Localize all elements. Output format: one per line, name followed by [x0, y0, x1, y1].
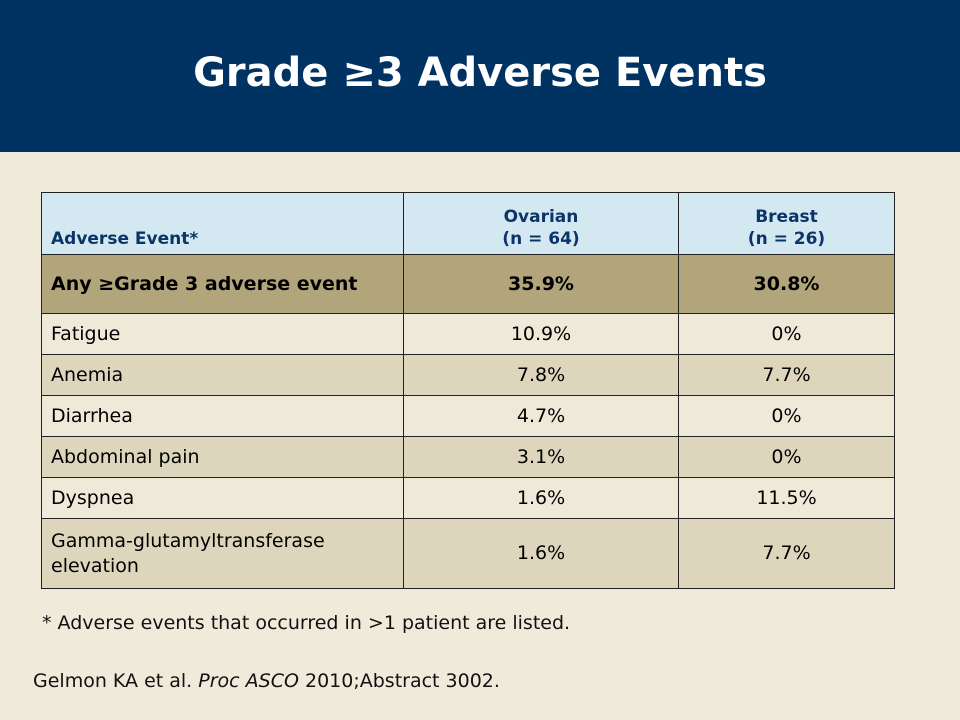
summary-ovarian: 35.9% [403, 254, 679, 314]
row-event: Anemia [41, 354, 404, 396]
table-row: Dyspnea 1.6% 11.5% [41, 477, 895, 519]
table-row: Gamma-glutamyltransferase elevation 1.6%… [41, 518, 895, 589]
header-ovarian-n: (n = 64) [502, 229, 580, 249]
table-row: Fatigue 10.9% 0% [41, 313, 895, 355]
row-event: Diarrhea [41, 395, 404, 437]
header-breast-label: Breast [755, 207, 818, 227]
citation-details: 2010;Abstract 3002. [304, 670, 500, 692]
row-breast: 7.7% [678, 354, 895, 396]
row-ovarian: 3.1% [403, 436, 679, 478]
header-ovarian-label: Ovarian [503, 207, 579, 227]
row-breast: 0% [678, 395, 895, 437]
row-event: Gamma-glutamyltransferase elevation [41, 518, 404, 589]
row-breast: 11.5% [678, 477, 895, 519]
summary-event: Any ≥Grade 3 adverse event [41, 254, 404, 314]
table-row: Abdominal pain 3.1% 0% [41, 436, 895, 478]
summary-breast: 30.8% [678, 254, 895, 314]
adverse-events-table: Adverse Event* Ovarian (n = 64) Breast (… [41, 192, 895, 589]
row-event: Abdominal pain [41, 436, 404, 478]
row-breast: 7.7% [678, 518, 895, 589]
row-ovarian: 10.9% [403, 313, 679, 355]
row-ovarian: 1.6% [403, 477, 679, 519]
citation-authors: Gelmon KA et al. [33, 670, 193, 692]
header-adverse-event: Adverse Event* [41, 192, 404, 255]
citation: Gelmon KA et al. Proc ASCO 2010;Abstract… [33, 670, 500, 692]
row-ovarian: 4.7% [403, 395, 679, 437]
citation-journal: Proc ASCO [198, 670, 299, 692]
title-banner: Grade ≥3 Adverse Events [0, 0, 960, 152]
footnote: * Adverse events that occurred in >1 pat… [42, 612, 571, 634]
row-event: Dyspnea [41, 477, 404, 519]
header-ovarian: Ovarian (n = 64) [403, 192, 679, 255]
header-breast: Breast (n = 26) [678, 192, 895, 255]
table-row: Anemia 7.8% 7.7% [41, 354, 895, 396]
summary-row: Any ≥Grade 3 adverse event 35.9% 30.8% [41, 254, 895, 314]
row-breast: 0% [678, 436, 895, 478]
table-header-row: Adverse Event* Ovarian (n = 64) Breast (… [41, 192, 895, 255]
row-event: Fatigue [41, 313, 404, 355]
row-ovarian: 7.8% [403, 354, 679, 396]
header-breast-n: (n = 26) [747, 229, 826, 249]
table-row: Diarrhea 4.7% 0% [41, 395, 895, 437]
row-breast: 0% [678, 313, 895, 355]
slide-title: Grade ≥3 Adverse Events [193, 50, 767, 96]
row-ovarian: 1.6% [403, 518, 679, 589]
